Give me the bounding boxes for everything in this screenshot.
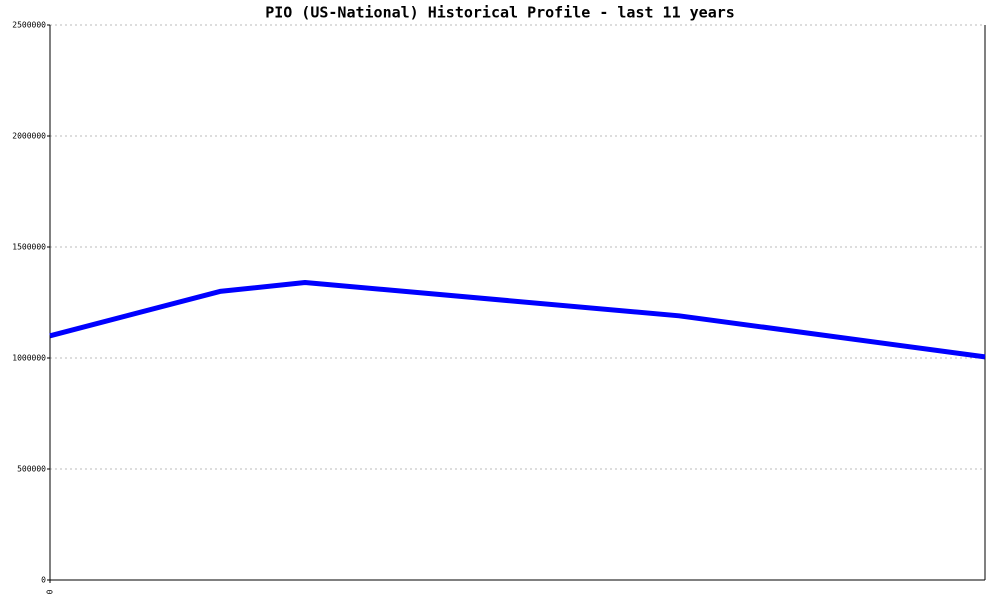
y-tick-label: 1500000 <box>12 243 46 252</box>
line <box>49 280 986 360</box>
y-tick-label: 0 <box>41 576 46 585</box>
y-tick-label: 2500000 <box>12 21 46 30</box>
y-tick-label: 1000000 <box>12 354 46 363</box>
y-tick-label: 2000000 <box>12 132 46 141</box>
x-tick-label: 0 <box>46 589 55 594</box>
y-tick-label: 500000 <box>17 465 46 474</box>
chart-title: PIO (US-National) Historical Profile - l… <box>265 4 735 22</box>
